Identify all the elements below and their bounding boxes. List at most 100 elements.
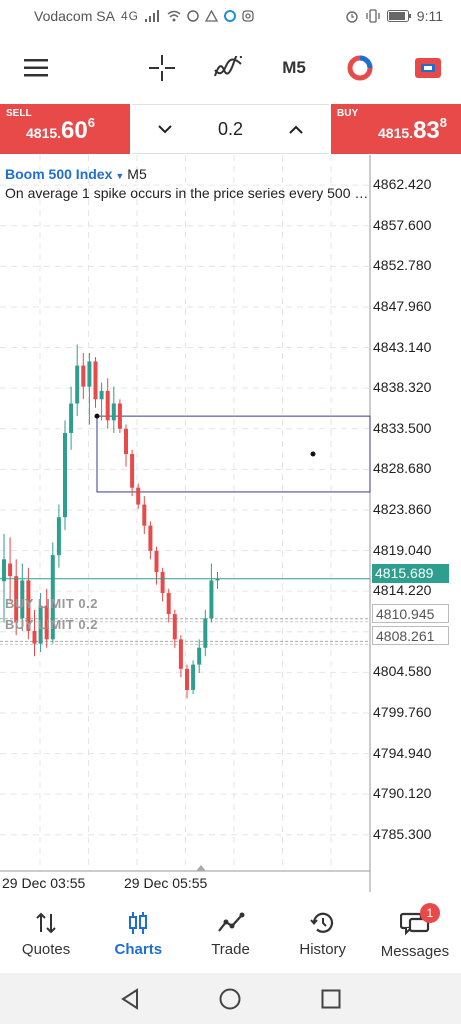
nav-messages[interactable]: Messages 1 (369, 895, 461, 973)
rectangle-anchor-point (94, 413, 100, 419)
candle-body (166, 593, 171, 615)
nav-history-label: History (299, 941, 347, 958)
buy-price: 4815.838 (378, 115, 447, 145)
battery-icon (386, 10, 411, 22)
buy-label: BUY (337, 108, 359, 119)
candle-body (215, 578, 220, 581)
nav-trade[interactable]: Trade (184, 895, 276, 973)
price-axis-label: 4814.220 (373, 582, 432, 599)
trade-icon (217, 912, 244, 932)
volume-selector: 0.2 (132, 104, 329, 154)
nav-charts-label: Charts (114, 941, 163, 958)
time-axis-label: 29 Dec 05:55 (124, 875, 208, 891)
candle-body (50, 555, 55, 640)
sell-button[interactable]: SELL 4815.606 (0, 104, 130, 154)
volume-increase-button[interactable] (284, 117, 308, 141)
carrier-name: Vodacom SA (34, 8, 115, 24)
order-label[interactable]: BUY LIMIT 0.2 (5, 596, 98, 611)
vibrate-icon (366, 9, 380, 23)
price-axis-label: 4833.500 (373, 419, 432, 436)
bottom-navigation: Quotes Charts Trade History Messages 1 (0, 895, 461, 973)
price-axis-label: 4799.760 (373, 703, 432, 720)
candle-body (14, 576, 19, 623)
status-bar: Vodacom SA 4G 9:11 (0, 0, 461, 32)
order-price-tag: 4810.945 (372, 604, 449, 623)
candle-body (203, 618, 208, 648)
candle-body (197, 647, 202, 665)
price-axis-label: 4804.580 (373, 663, 432, 680)
sell-price: 4815.606 (26, 115, 95, 145)
candle-body (87, 361, 92, 387)
chart-shift-marker (196, 865, 206, 871)
home-icon[interactable] (219, 988, 241, 1010)
price-axis-label: 4819.040 (373, 541, 432, 558)
one-click-trade-button[interactable] (406, 38, 450, 98)
candle-body (148, 525, 153, 551)
candle-body (142, 504, 147, 526)
candle-body (130, 454, 135, 488)
menu-button[interactable] (14, 38, 58, 98)
candle-body (32, 630, 37, 644)
chart-canvas[interactable] (0, 155, 461, 892)
sell-price-big: 60 (61, 117, 88, 144)
alarm-icon (346, 11, 358, 23)
notification-icon (187, 10, 199, 22)
buy-button[interactable]: BUY 4815.838 (331, 104, 461, 154)
volume-decrease-button[interactable] (153, 117, 177, 141)
candle-body (178, 639, 183, 669)
one-click-trading-panel: SELL 4815.606 0.2 BUY 4815.838 (0, 104, 461, 154)
signal-icon (144, 10, 159, 22)
nav-charts[interactable]: Charts (92, 895, 184, 973)
nav-history[interactable]: History (277, 895, 369, 973)
candle-body (93, 361, 98, 400)
price-axis-label: 4847.960 (373, 297, 432, 314)
symbol-name[interactable]: Boom 500 Index (5, 166, 113, 182)
chart-symbol-header: Boom 500 Index ▼ M5 (5, 166, 147, 182)
nav-messages-label: Messages (380, 943, 450, 960)
sell-label: SELL (6, 108, 32, 119)
candle-body (26, 580, 31, 631)
candle-body (117, 403, 122, 429)
candle-body (185, 668, 189, 690)
candle-body (20, 580, 25, 619)
warning-icon (204, 10, 218, 22)
price-axis-label: 4838.320 (373, 379, 432, 396)
timeframe-button[interactable]: M5 (282, 58, 306, 77)
current-price-tag: 4815.689 (372, 564, 449, 583)
back-icon[interactable] (120, 987, 140, 1010)
nav-trade-label: Trade (211, 941, 250, 958)
candle-body (69, 403, 74, 433)
price-axis-label: 4843.140 (373, 338, 432, 355)
candle-body (209, 580, 214, 619)
crosshair-button[interactable] (140, 38, 184, 98)
status-right: 9:11 (345, 8, 443, 24)
symbol-dropdown-icon[interactable]: ▼ (115, 171, 125, 181)
objects-button[interactable] (338, 38, 382, 98)
price-axis-label: 4852.780 (373, 257, 432, 274)
indicators-icon (214, 56, 242, 77)
candle-body (136, 487, 141, 505)
candle-body (105, 390, 110, 421)
rectangle-center-point (310, 451, 316, 457)
order-label[interactable]: BUY LIMIT 0.2 (5, 617, 98, 632)
app-icon (223, 10, 236, 22)
candle-body (44, 605, 49, 640)
indicators-button[interactable] (206, 38, 250, 98)
nav-quotes[interactable]: Quotes (0, 895, 92, 973)
volume-value[interactable]: 0.2 (217, 118, 243, 139)
sell-price-sup: 6 (87, 115, 95, 130)
candle-body (111, 403, 116, 421)
messages-badge: 1 (419, 903, 440, 923)
history-icon (309, 912, 333, 933)
camera-icon (242, 10, 254, 22)
candle-body (124, 428, 128, 455)
price-axis-label: 4785.300 (373, 825, 432, 842)
price-chart[interactable]: Boom 500 Index ▼ M5 On average 1 spike occ… (0, 155, 461, 892)
candle-body (154, 550, 159, 572)
clock: 9:11 (416, 8, 443, 24)
candle-body (8, 563, 13, 577)
sell-price-main: 4815. (26, 125, 62, 141)
recents-icon[interactable] (321, 989, 341, 1009)
chevron-up-icon (289, 125, 304, 134)
candle-body (2, 559, 6, 582)
